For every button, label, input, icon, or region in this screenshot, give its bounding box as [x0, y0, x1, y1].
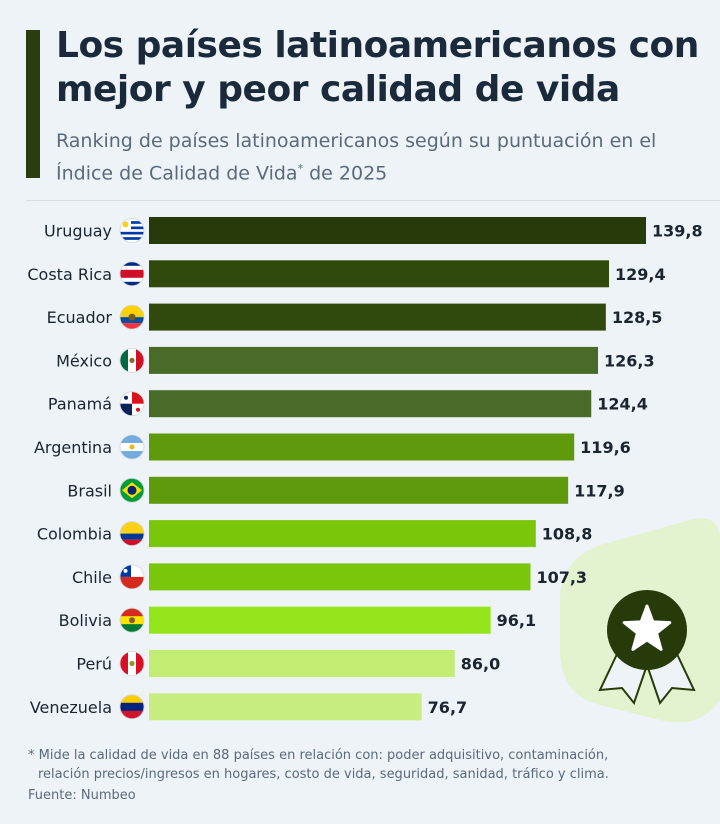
source-note: Fuente: Numbeo	[28, 788, 136, 803]
value-label: 76,7	[428, 698, 467, 717]
peru-flag-icon	[120, 651, 144, 676]
footnote: * Mide la calidad de vida en 88 países e…	[28, 748, 609, 782]
bar	[149, 520, 536, 548]
colombia-flag-icon	[120, 521, 144, 546]
value-label: 96,1	[497, 611, 536, 630]
page-subtitle: Ranking de países latinoamericanos según…	[56, 130, 657, 185]
chile-flag-icon	[120, 564, 144, 589]
category-label: Colombia	[37, 525, 112, 544]
argentina-flag-icon	[120, 435, 144, 459]
category-label: Panamá	[48, 395, 112, 414]
value-label: 86,0	[461, 655, 500, 674]
category-label: Argentina	[34, 438, 112, 457]
value-label: 139,8	[652, 222, 703, 241]
value-label: 126,3	[604, 351, 655, 370]
category-label: Ecuador	[47, 308, 113, 327]
costa-rica-flag-icon	[120, 261, 144, 286]
category-label: Bolivia	[59, 611, 112, 630]
value-label: 128,5	[612, 308, 663, 327]
bar	[149, 303, 606, 331]
value-label: 124,4	[597, 395, 648, 414]
ecuador-flag-icon	[120, 305, 144, 330]
bar	[149, 476, 569, 504]
bar	[149, 433, 575, 461]
category-label: Chile	[72, 568, 112, 587]
bar-chart: Uruguay 139,8 Costa Rica 129,4 Ecuador 128,5 M…	[27, 217, 720, 723]
value-label: 119,6	[580, 438, 631, 457]
value-label: 107,3	[536, 568, 587, 587]
bar	[149, 346, 599, 374]
venezuela-flag-icon	[120, 694, 144, 719]
value-label: 129,4	[615, 265, 666, 284]
bar	[149, 563, 531, 591]
page-title: Los países latinoamericanos con mejor y …	[56, 25, 699, 110]
award-badge-icon	[560, 518, 720, 723]
bar	[149, 650, 455, 677]
title-accent-bar	[26, 30, 40, 178]
brasil-flag-icon	[120, 478, 144, 503]
value-label: 108,8	[542, 525, 593, 544]
header-divider	[26, 200, 720, 201]
bar	[149, 260, 610, 288]
category-label: Perú	[76, 655, 112, 674]
mexico-flag-icon	[120, 348, 144, 373]
bar	[149, 606, 491, 634]
bar	[149, 390, 592, 418]
category-label: Brasil	[67, 481, 112, 500]
value-label: 117,9	[574, 481, 625, 500]
bolivia-flag-icon	[120, 608, 144, 633]
category-label: Uruguay	[44, 222, 112, 241]
uruguay-flag-icon	[120, 218, 144, 243]
category-label: México	[56, 351, 112, 370]
category-label: Venezuela	[30, 698, 112, 717]
bar	[149, 217, 646, 244]
category-label: Costa Rica	[27, 265, 112, 284]
bar	[149, 693, 422, 721]
